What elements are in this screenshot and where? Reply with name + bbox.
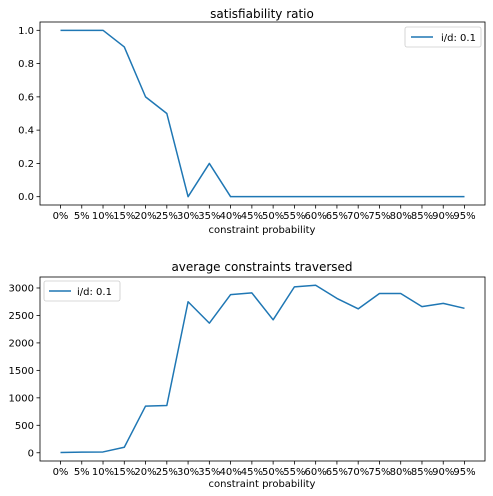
x-tick-label: 5% xyxy=(74,467,90,478)
x-tick-label: 55% xyxy=(283,211,305,222)
x-tick-label: 5% xyxy=(74,211,90,222)
chart-2-series xyxy=(60,284,465,454)
x-tick-label: 35% xyxy=(198,211,220,222)
y-tick-label: 0.4 xyxy=(18,126,34,137)
x-tick-label: 40% xyxy=(219,211,241,222)
x-tick-label: 90% xyxy=(432,211,454,222)
series-line xyxy=(60,29,465,198)
y-tick-label: 0.8 xyxy=(18,59,34,70)
x-tick-label: 50% xyxy=(262,467,284,478)
x-tick-label: 45% xyxy=(241,467,263,478)
x-tick-label: 65% xyxy=(326,211,348,222)
x-tick-label: 25% xyxy=(156,211,178,222)
chart-1-series xyxy=(60,29,465,198)
chart-2-axes-frame xyxy=(39,276,486,462)
chart-1-legend: i/d: 0.1 xyxy=(404,26,482,48)
chart-2-title: average constraints traversed xyxy=(171,260,352,274)
x-tick-label: 95% xyxy=(453,467,475,478)
x-tick-label: 85% xyxy=(411,467,433,478)
x-tick-label: 25% xyxy=(156,467,178,478)
x-tick-label: 10% xyxy=(92,467,114,478)
x-tick-label: 20% xyxy=(134,467,156,478)
x-tick-label: 0% xyxy=(53,211,69,222)
x-tick-label: 55% xyxy=(283,467,305,478)
x-tick-label: 75% xyxy=(368,211,390,222)
x-tick-label: 0% xyxy=(53,467,69,478)
x-tick-label: 75% xyxy=(368,467,390,478)
y-tick-label: 500 xyxy=(15,421,34,432)
x-tick-label: 60% xyxy=(305,467,327,478)
x-tick-label: 90% xyxy=(432,467,454,478)
chart-1-legend-label: i/d: 0.1 xyxy=(441,33,476,44)
chart-satisfiability: satisfiability ratio 0.00.20.40.60.81.0 … xyxy=(18,7,486,236)
x-tick-label: 80% xyxy=(390,467,412,478)
x-tick-label: 40% xyxy=(219,467,241,478)
chart-2-x-axis-title: constraint probability xyxy=(209,479,316,490)
x-tick-label: 50% xyxy=(262,211,284,222)
x-tick-label: 65% xyxy=(326,467,348,478)
chart-2-legend-box xyxy=(43,280,121,302)
y-tick-label: 1000 xyxy=(9,393,34,404)
chart-1-x-axis-title: constraint probability xyxy=(209,225,316,236)
y-tick-label: 2500 xyxy=(9,311,34,322)
x-tick-label: 30% xyxy=(177,211,199,222)
y-tick-label: 1.0 xyxy=(18,26,34,37)
chart-1-legend-box xyxy=(404,26,482,48)
x-tick-label: 80% xyxy=(390,211,412,222)
x-tick-label: 70% xyxy=(347,211,369,222)
chart-2-legend: i/d: 0.1 xyxy=(43,280,121,302)
chart-constraints: average constraints traversed 0 500 1000 15… xyxy=(9,260,486,490)
x-tick-label: 20% xyxy=(134,211,156,222)
y-tick-label: 2000 xyxy=(9,338,34,349)
y-tick-label: 1500 xyxy=(9,366,34,377)
x-tick-label: 30% xyxy=(177,467,199,478)
chart-1-x-ticks: 0% 5% 10% 15% 20% 25% 30% 35% 40% 45% 50% 55% 60% 65%… xyxy=(53,205,476,222)
chart-2-legend-label: i/d: 0.1 xyxy=(77,287,112,298)
chart-1-title: satisfiability ratio xyxy=(210,7,314,21)
x-tick-label: 15% xyxy=(113,211,135,222)
y-tick-label: 0.6 xyxy=(18,92,34,103)
x-tick-label: 45% xyxy=(241,211,263,222)
x-tick-label: 95% xyxy=(453,211,475,222)
chart-1-y-ticks: 0.0 0.2 0.4 0.6 0.8 1.0 xyxy=(18,26,40,203)
x-tick-label: 15% xyxy=(113,467,135,478)
chart-1-axes-frame xyxy=(39,21,486,206)
x-tick-label: 85% xyxy=(411,211,433,222)
chart-2-y-ticks: 0 500 1000 1500 2000 2500 3000 xyxy=(9,283,40,459)
y-tick-label: 0.2 xyxy=(18,159,34,170)
x-tick-label: 70% xyxy=(347,467,369,478)
x-tick-label: 35% xyxy=(198,467,220,478)
y-tick-label: 0.0 xyxy=(18,192,34,203)
y-tick-label: 3000 xyxy=(9,283,34,294)
x-tick-label: 60% xyxy=(305,211,327,222)
x-tick-label: 10% xyxy=(92,211,114,222)
y-tick-label: 0 xyxy=(28,448,34,459)
series-line xyxy=(60,284,465,454)
chart-2-x-ticks: 0% 5% 10% 15% 20% 25% 30% 35% 40% 45% 50% 55% 60% 65%… xyxy=(53,461,476,478)
